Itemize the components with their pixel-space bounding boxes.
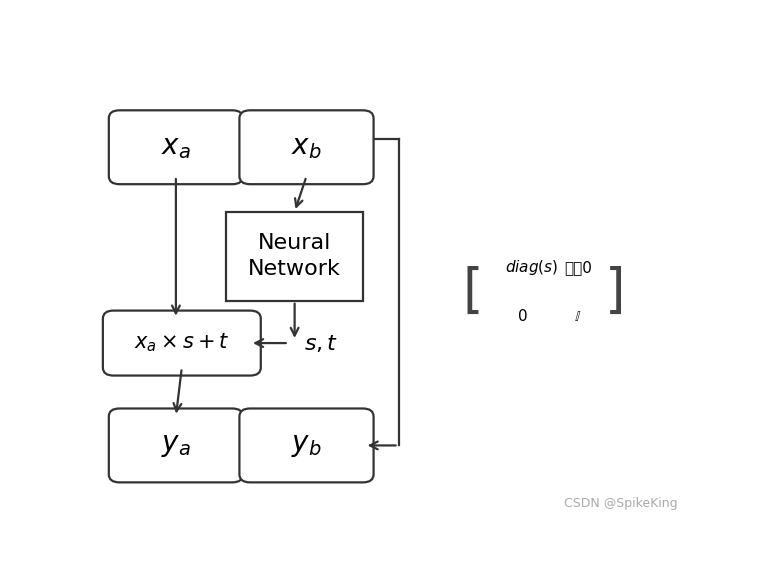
Text: [: [: [463, 266, 483, 318]
Text: $x_a$: $x_a$: [161, 134, 191, 161]
Text: $x_a \times s + t$: $x_a \times s + t$: [134, 332, 230, 354]
Text: $s, t$: $s, t$: [303, 332, 338, 354]
FancyBboxPatch shape: [240, 409, 374, 483]
FancyBboxPatch shape: [227, 212, 363, 301]
Text: $0$: $0$: [517, 309, 528, 324]
Text: $y_b$: $y_b$: [291, 431, 322, 460]
Text: $\mathbb{I}$: $\mathbb{I}$: [574, 309, 581, 324]
Text: $x_b$: $x_b$: [291, 134, 322, 161]
Text: Neural
Network: Neural Network: [248, 233, 341, 280]
Text: $y_a$: $y_a$: [161, 431, 191, 460]
FancyBboxPatch shape: [109, 110, 243, 184]
Text: 复杂0: 复杂0: [565, 260, 593, 275]
FancyBboxPatch shape: [109, 409, 243, 483]
Text: $diag(s)$: $diag(s)$: [506, 258, 558, 277]
FancyBboxPatch shape: [240, 110, 374, 184]
FancyBboxPatch shape: [103, 310, 260, 376]
Text: CSDN @SpikeKing: CSDN @SpikeKing: [564, 497, 677, 510]
Text: ]: ]: [605, 266, 626, 318]
